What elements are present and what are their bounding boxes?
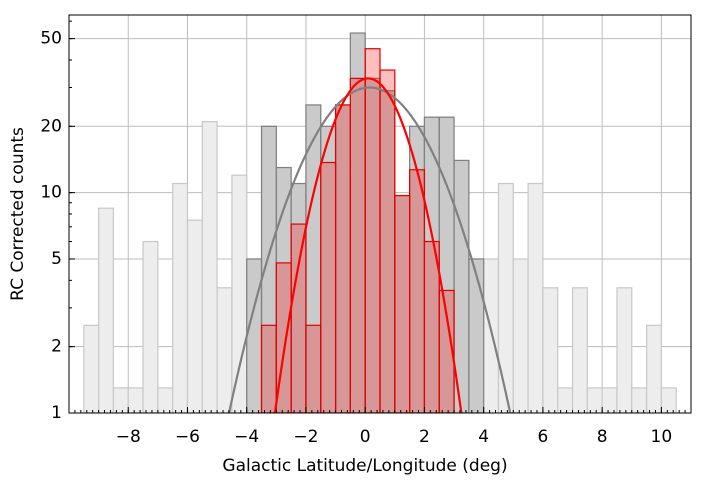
x-tick-label: 6 <box>537 427 548 447</box>
x-tick-label: 0 <box>360 427 371 447</box>
histogram-bar <box>172 182 189 413</box>
histogram-bar <box>186 219 203 413</box>
histogram-bar <box>83 324 100 413</box>
histogram-bar <box>423 240 440 413</box>
histogram-bar <box>334 104 351 413</box>
histogram-bar <box>660 387 677 413</box>
y-axis-title: RC Corrected counts <box>8 127 28 301</box>
histogram-bar <box>231 174 248 413</box>
histogram-bar <box>98 207 115 413</box>
histogram-bar <box>157 387 174 413</box>
histogram-bar <box>409 169 426 413</box>
histogram-bar <box>290 223 307 413</box>
plot-area <box>83 32 677 413</box>
x-tick-label: 2 <box>419 427 430 447</box>
histogram-bar <box>631 387 648 413</box>
x-tick-label: 8 <box>597 427 608 447</box>
y-tick-label: 50 <box>40 29 62 49</box>
y-tick-label: 20 <box>40 116 62 136</box>
histogram-bar <box>512 258 529 413</box>
y-tick-label: 5 <box>51 249 62 269</box>
histogram-bar <box>571 287 588 413</box>
histogram-bar <box>142 240 159 413</box>
y-tick-label: 1 <box>51 403 62 423</box>
x-tick-label: −4 <box>234 427 259 447</box>
histogram-bar <box>246 258 263 413</box>
x-tick-label: −6 <box>175 427 200 447</box>
x-tick-label: 4 <box>478 427 489 447</box>
gaussian-fit <box>273 77 463 413</box>
x-tick-label: −2 <box>293 427 318 447</box>
histogram-bar <box>616 287 633 413</box>
histogram-bar <box>112 387 129 413</box>
histogram-bar <box>349 77 366 413</box>
y-tick-label: 10 <box>40 183 62 203</box>
histogram-bar <box>260 324 277 413</box>
gaussian-fit <box>227 86 512 413</box>
y-tick-label: 2 <box>51 337 62 357</box>
histogram-bar <box>483 258 500 413</box>
histogram-bar <box>394 194 411 413</box>
histogram-bar <box>557 387 574 413</box>
histogram-bar <box>468 258 485 413</box>
histogram-bar <box>601 387 618 413</box>
histogram-bar <box>527 182 544 413</box>
histogram-bar <box>645 324 662 413</box>
histogram-bar <box>379 69 396 413</box>
histogram-bar <box>497 182 514 413</box>
histogram-bar <box>201 121 218 413</box>
histogram-bar <box>216 287 233 413</box>
histogram-bar <box>305 324 322 413</box>
x-axis-title: Galactic Latitude/Longitude (deg) <box>222 456 507 476</box>
histogram-bar <box>586 387 603 413</box>
x-tick-label: 10 <box>651 427 673 447</box>
x-tick-label: −8 <box>116 427 141 447</box>
histogram-bar <box>364 48 381 413</box>
histogram-bar <box>320 161 337 413</box>
histogram-bar <box>542 287 559 413</box>
histogram-bar <box>127 387 144 413</box>
